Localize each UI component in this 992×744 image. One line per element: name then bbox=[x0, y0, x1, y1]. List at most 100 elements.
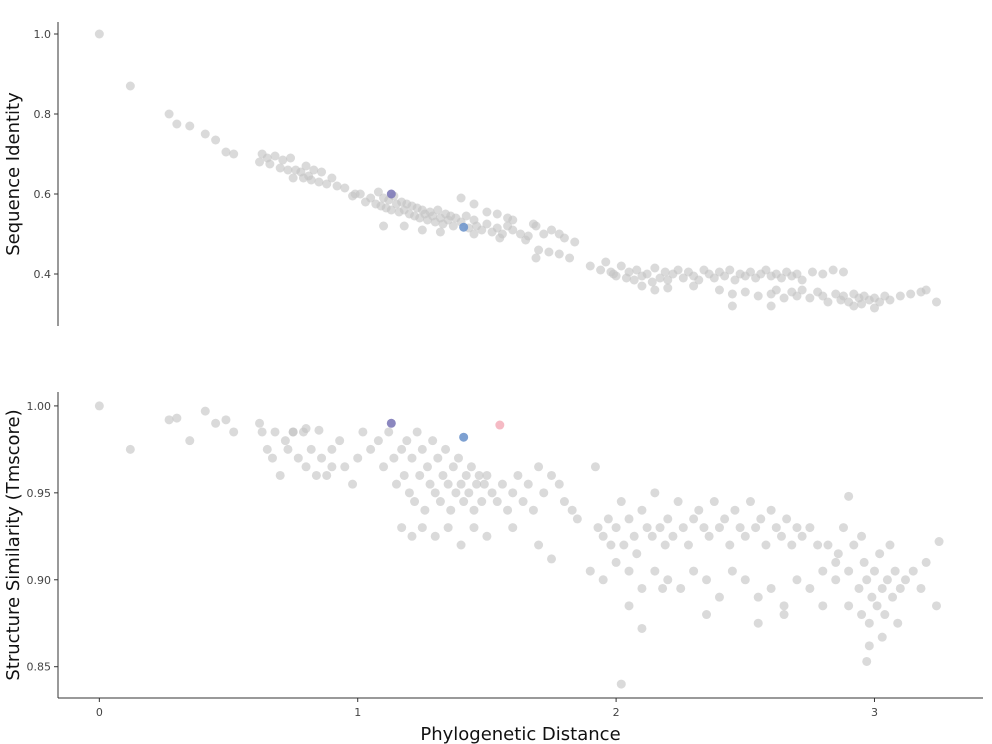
panel-1-data-point bbox=[482, 219, 492, 229]
panel-2-data-point bbox=[503, 505, 513, 515]
panel-2-data-point bbox=[211, 418, 221, 428]
panel-2-data-point bbox=[831, 575, 841, 585]
panel-2-data-point bbox=[727, 566, 737, 576]
panel-1-data-point bbox=[663, 275, 673, 285]
panel-1-data-point bbox=[265, 159, 275, 169]
panel-1-data-point bbox=[508, 215, 518, 225]
panel-2-data-point bbox=[629, 531, 639, 541]
panel-2-data-point bbox=[327, 444, 337, 454]
panel-2-data-point bbox=[857, 610, 867, 620]
panel-1-data-point bbox=[539, 229, 549, 239]
panel-1-data-point bbox=[632, 265, 642, 275]
panel-1-data-point bbox=[616, 261, 626, 271]
panel-1-data-point bbox=[875, 297, 885, 307]
panel-2-data-point bbox=[438, 470, 448, 480]
panel-2-data-point bbox=[823, 540, 833, 550]
panel-2-x-axis-title: Phylogenetic Distance bbox=[420, 724, 620, 744]
panel-1-data-point bbox=[94, 29, 104, 39]
panel-2-data-point bbox=[725, 540, 735, 550]
panel-2-data-point bbox=[632, 549, 642, 559]
panel-1-data-point bbox=[547, 225, 557, 235]
panel-2-data-point bbox=[417, 523, 427, 533]
panel-1-data-point bbox=[185, 121, 195, 131]
panel-2-highlight-point bbox=[459, 432, 469, 442]
panel-2-data-point bbox=[859, 557, 869, 567]
panel-2-data-point bbox=[818, 566, 828, 576]
panel-1-data-point bbox=[792, 291, 802, 301]
panel-2-data-point bbox=[683, 540, 693, 550]
panel-1-data-point bbox=[301, 161, 311, 171]
panel-2-data-point bbox=[508, 523, 518, 533]
panel-1-data-point bbox=[585, 261, 595, 271]
panel-2-data-point bbox=[704, 531, 714, 541]
panel-1-data-point bbox=[322, 179, 332, 189]
panel-2-data-point bbox=[624, 601, 634, 611]
panel-2-data-point bbox=[753, 592, 763, 602]
panel-2-data-point bbox=[255, 418, 265, 428]
panel-2-data-point bbox=[466, 462, 476, 472]
panel-2-data-point bbox=[422, 462, 432, 472]
panel-2-data-point bbox=[766, 583, 776, 593]
panel-2-data-point bbox=[908, 566, 918, 576]
panel-2-data-point bbox=[694, 505, 704, 515]
panel-2-data-point bbox=[373, 436, 383, 446]
panel-2-data-point bbox=[864, 618, 874, 628]
panel-1-data-point bbox=[283, 165, 293, 175]
panel-1-data-point bbox=[921, 285, 931, 295]
panel-2-data-point bbox=[593, 523, 603, 533]
panel-1-data-point bbox=[270, 151, 280, 161]
panel-2-data-point bbox=[397, 523, 407, 533]
panel-1-data-point bbox=[805, 293, 815, 303]
panel-2-data-point bbox=[854, 583, 864, 593]
panel-2-data-point bbox=[867, 592, 877, 602]
panel-1-data-point bbox=[570, 237, 580, 247]
panel-2-highlight-point bbox=[495, 420, 505, 430]
panel-1-y-tick-label: 0.6 bbox=[34, 188, 52, 201]
panel-2-data-point bbox=[900, 575, 910, 585]
panel-2-data-point bbox=[916, 583, 926, 593]
panel-1-data-point bbox=[611, 271, 621, 281]
panel-2-data-point bbox=[547, 554, 557, 564]
panel-2-data-point bbox=[875, 549, 885, 559]
panel-2-data-point bbox=[443, 479, 453, 489]
panel-1-data-point bbox=[255, 157, 265, 167]
panel-2-data-point bbox=[554, 479, 564, 489]
panel-1-data-point bbox=[379, 221, 389, 231]
panel-2-data-point bbox=[660, 540, 670, 550]
panel-2-data-point bbox=[650, 566, 660, 576]
panel-1-data-point bbox=[745, 267, 755, 277]
panel-1-data-point bbox=[373, 187, 383, 197]
panel-1-data-point bbox=[332, 181, 342, 191]
panel-2-data-point bbox=[487, 488, 497, 498]
panel-2-data-point bbox=[417, 444, 427, 454]
panel-2-highlight-point bbox=[386, 418, 396, 428]
panel-1-y-tick-label: 1.0 bbox=[34, 28, 52, 41]
panel-2-data-point bbox=[172, 413, 182, 423]
panel-2-data-point bbox=[782, 514, 792, 524]
panel-1-data-point bbox=[461, 211, 471, 221]
panel-2-data-point bbox=[482, 531, 492, 541]
panel-2-data-point bbox=[340, 462, 350, 472]
panel-2-data-point bbox=[477, 497, 487, 507]
panel-1-data-point bbox=[601, 257, 611, 267]
panel-2-data-point bbox=[464, 488, 474, 498]
panel-1-data-point bbox=[637, 281, 647, 291]
panel-1-data-point bbox=[727, 289, 737, 299]
panel-1-highlight-point bbox=[386, 189, 396, 199]
panel-2-data-point bbox=[756, 514, 766, 524]
panel-2-data-point bbox=[335, 436, 345, 446]
panel-1-data-point bbox=[164, 109, 174, 119]
panel-2-data-point bbox=[833, 549, 843, 559]
panel-1-data-point bbox=[689, 281, 699, 291]
panel-1-data-point bbox=[857, 299, 867, 309]
panel-2-data-point bbox=[761, 540, 771, 550]
panel-2-data-point bbox=[229, 427, 239, 437]
panel-1-data-point bbox=[469, 199, 479, 209]
panel-2-data-point bbox=[885, 540, 895, 550]
panel-2-data-point bbox=[443, 523, 453, 533]
panel-1-data-point bbox=[355, 189, 365, 199]
panel-1-data-point bbox=[885, 295, 895, 305]
panel-1-data-point bbox=[766, 301, 776, 311]
panel-2-data-point bbox=[624, 566, 634, 576]
panel-2-data-point bbox=[508, 488, 518, 498]
